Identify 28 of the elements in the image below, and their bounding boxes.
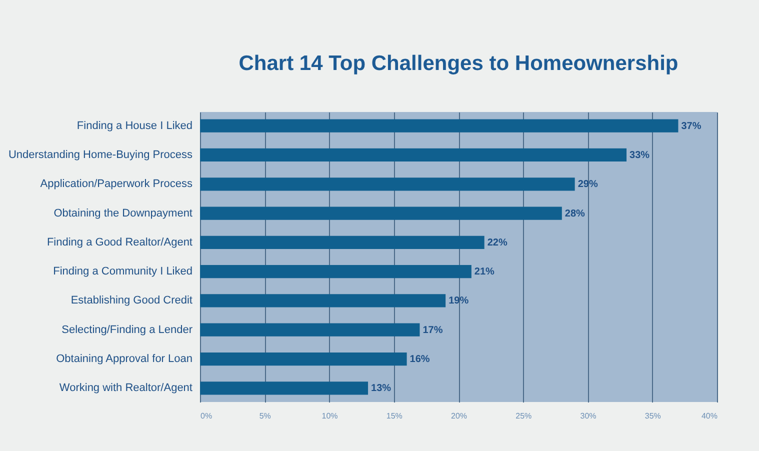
y-tick-label: Understanding Home-Buying Process	[8, 148, 193, 161]
chart-title: Chart 14 Top Challenges to Homeownership	[238, 52, 678, 75]
y-tick-label: Establishing Good Credit	[70, 294, 192, 307]
y-tick-label: Obtaining Approval for Loan	[56, 353, 192, 366]
x-tick-label: 35%	[644, 412, 661, 420]
x-tick-label: 0%	[200, 412, 212, 420]
x-tick-label: 25%	[516, 412, 532, 420]
x-tick-label: 30%	[580, 412, 596, 420]
data-label: 16%	[410, 354, 430, 366]
y-tick-label: Finding a Good Realtor/Agent	[46, 236, 192, 248]
y-tick-label: Finding a Community I Liked	[53, 266, 192, 278]
data-label: 22%	[487, 237, 508, 248]
x-tick-label: 10%	[322, 412, 338, 420]
data-label: 37%	[681, 120, 702, 132]
x-tick-label: 40%	[701, 412, 718, 420]
x-tick-label: 20%	[450, 412, 468, 420]
data-label: 33%	[630, 150, 650, 161]
y-tick-label: Application/Paperwork Process	[40, 178, 193, 190]
data-label: 21%	[474, 266, 495, 278]
data-label: 13%	[371, 383, 392, 394]
x-tick-label: 5%	[259, 412, 271, 420]
y-tick-label: Obtaining the Downpayment	[54, 207, 192, 220]
data-label: 17%	[422, 324, 443, 336]
y-tick-label: Finding a House I Liked	[76, 120, 192, 132]
x-tick-label: 15%	[386, 412, 402, 420]
y-tick-label: Selecting/Finding a Lender	[62, 324, 193, 336]
data-label: 28%	[564, 208, 586, 220]
y-tick-label: Working with Realtor/Agent	[59, 382, 192, 394]
